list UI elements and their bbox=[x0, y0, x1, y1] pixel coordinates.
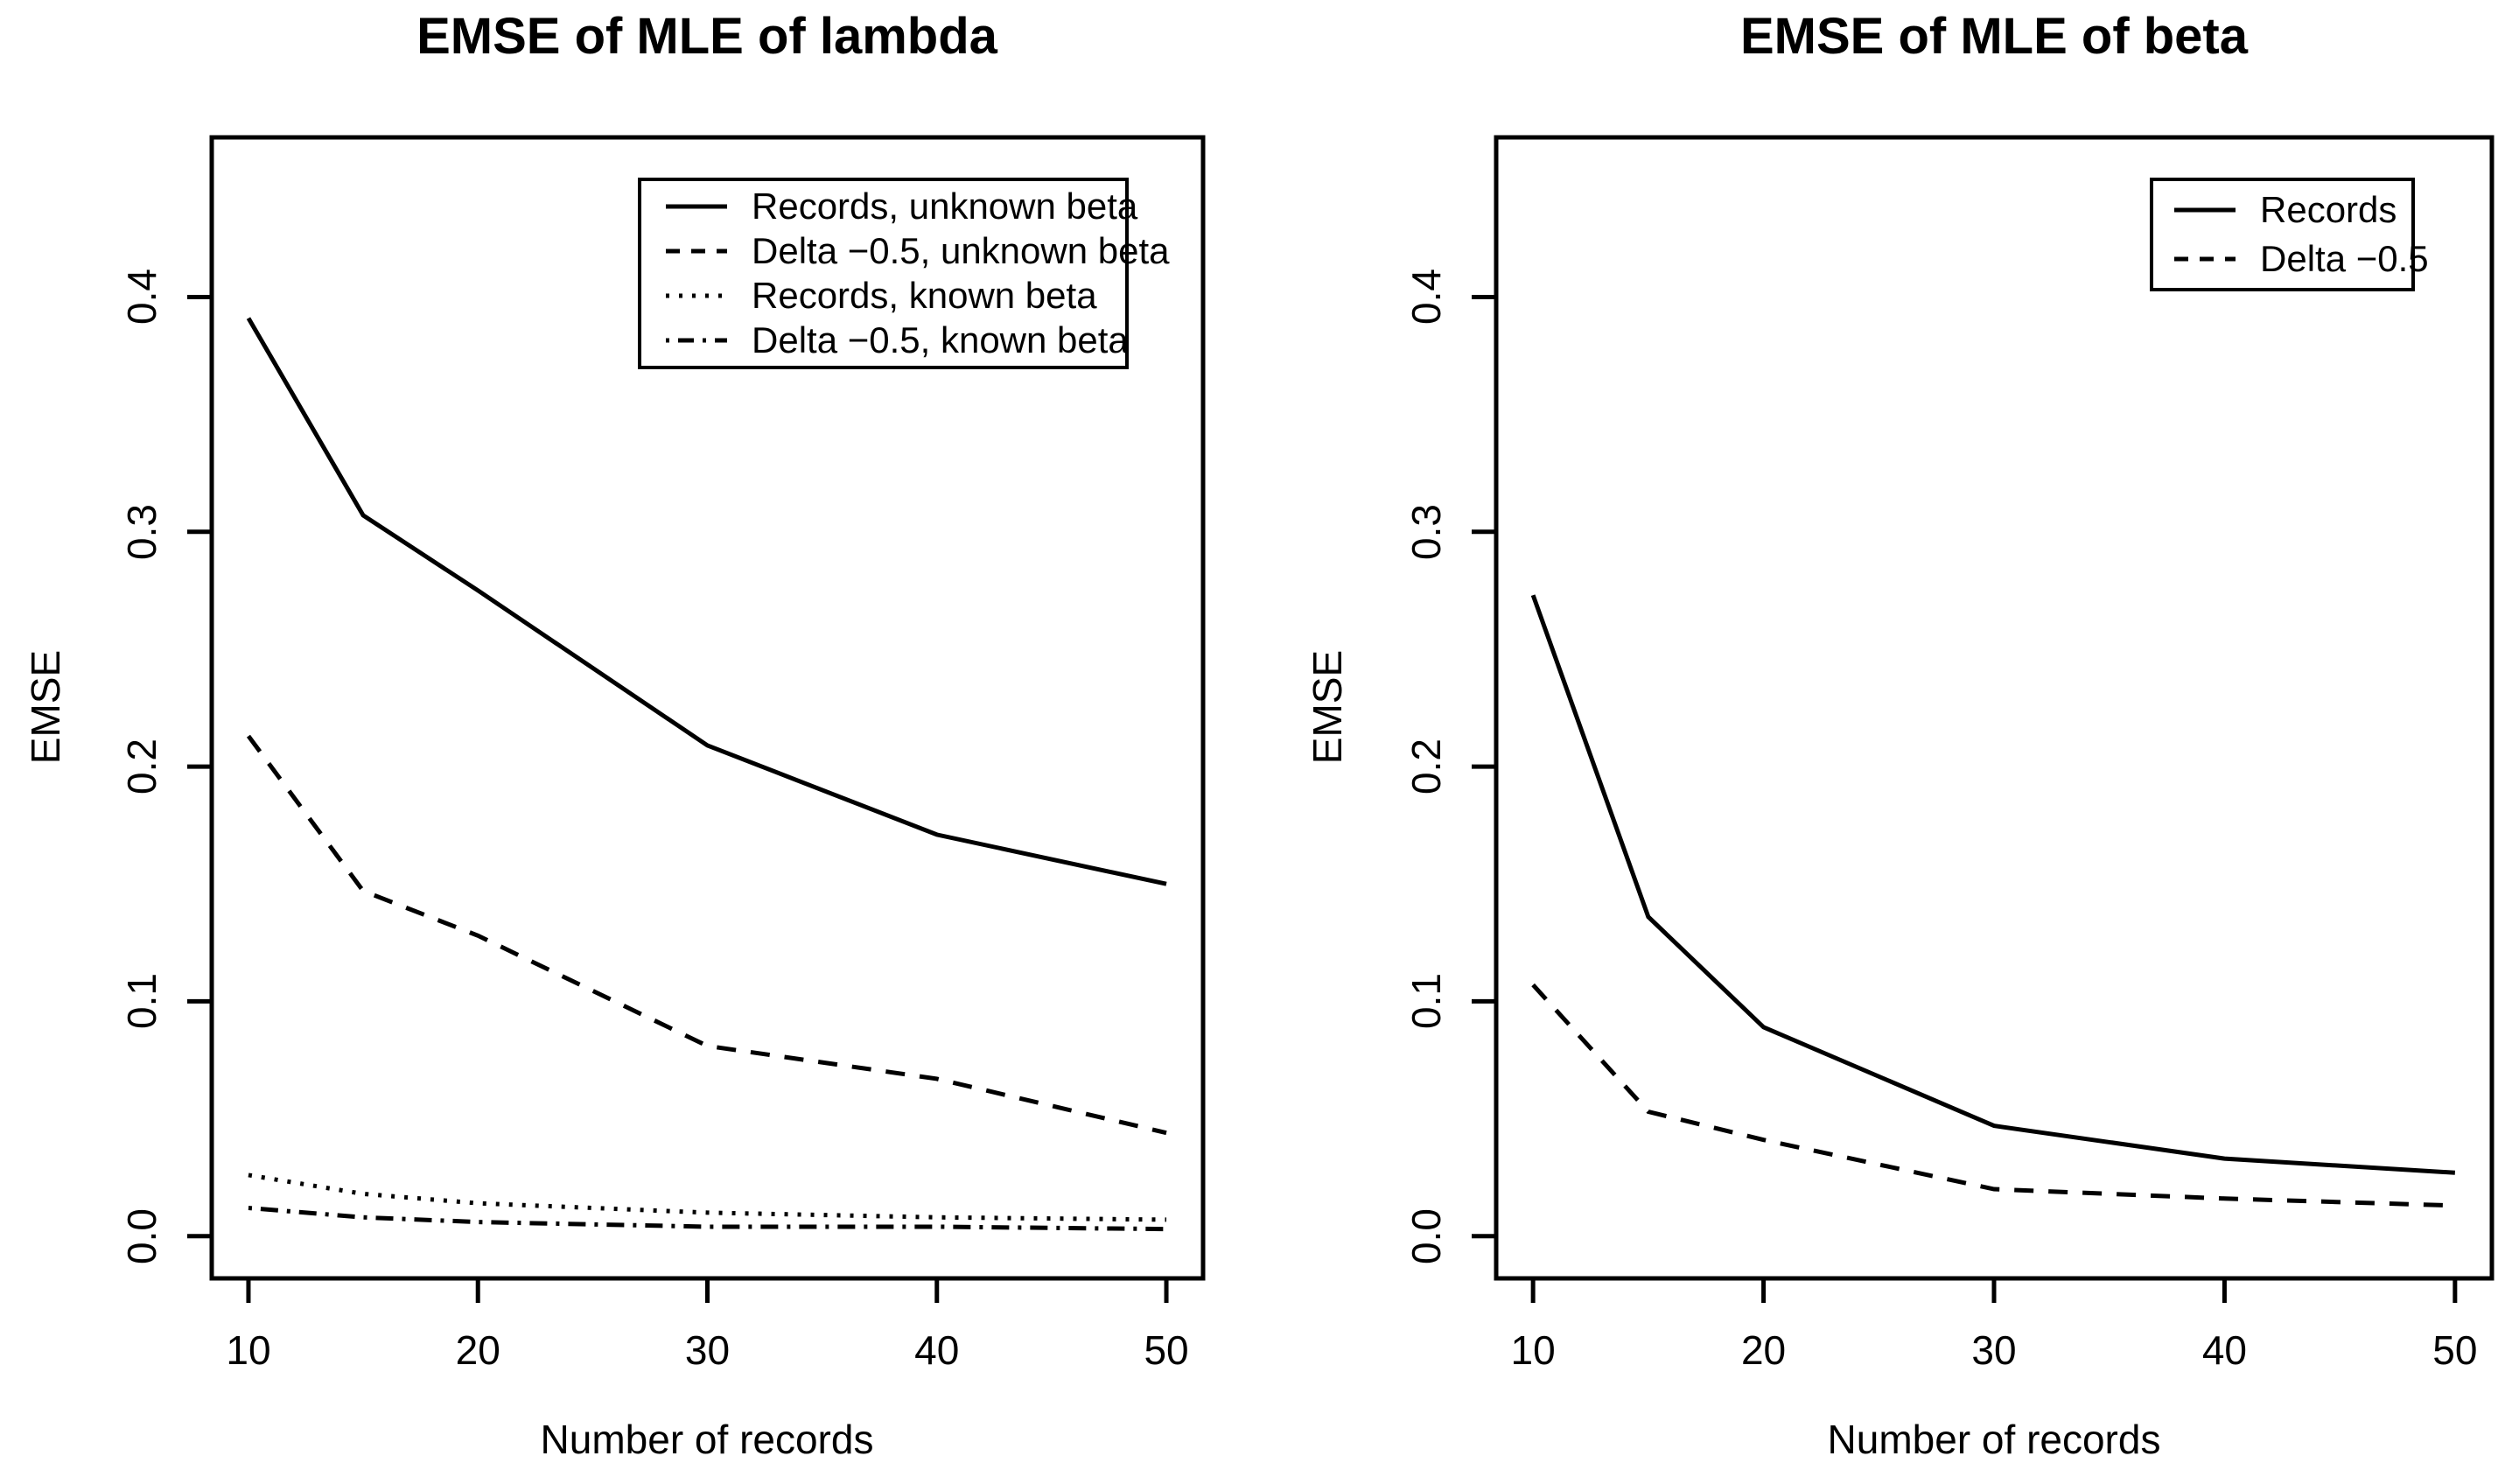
x-tick-label: 30 bbox=[1971, 1327, 2017, 1373]
x-tick-label: 20 bbox=[455, 1327, 500, 1373]
chart-title-beta: EMSE of MLE of beta bbox=[1740, 8, 2248, 65]
series-line-dashed bbox=[246, 734, 1167, 1136]
legend-label: Delta −0.5, unknown beta bbox=[752, 230, 1170, 271]
x-tick-label: 10 bbox=[1510, 1327, 1556, 1373]
legend-lambda: Records, unknown beta Delta −0.5, unknown… bbox=[638, 178, 1170, 369]
x-tick-label: 50 bbox=[2432, 1327, 2478, 1373]
legend-entry: Records, known beta bbox=[666, 275, 1125, 316]
legend-line-sample-dashed bbox=[666, 248, 727, 254]
y-tick-label: 0.2 bbox=[119, 738, 164, 795]
x-tick-label: 10 bbox=[226, 1327, 271, 1373]
series-line-solid bbox=[1530, 594, 2456, 1175]
legend-label: Delta −0.5, known beta bbox=[752, 319, 1129, 360]
legend-label: Records, unknown beta bbox=[752, 186, 1138, 227]
legend-label: Delta −0.5 bbox=[2260, 237, 2429, 279]
legend-line-sample-dotted bbox=[666, 293, 727, 298]
legend-entry: Delta −0.5 bbox=[2174, 238, 2429, 279]
x-tick-label: 40 bbox=[914, 1327, 960, 1373]
panel-lambda bbox=[187, 135, 1206, 1303]
y-tick-label: 0.4 bbox=[119, 269, 164, 326]
series-line-dashed bbox=[1531, 983, 2455, 1208]
series-line-dotted bbox=[248, 1172, 1167, 1222]
legend-entry: Records bbox=[2174, 189, 2411, 231]
x-axis-label-lambda: Number of records bbox=[540, 1417, 874, 1462]
x-tick-label: 30 bbox=[684, 1327, 731, 1373]
y-tick-label: 0.1 bbox=[1403, 973, 1449, 1030]
legend-line-sample-solid bbox=[666, 204, 727, 209]
x-tick-label: 20 bbox=[1740, 1327, 1787, 1373]
legend-entry: Delta −0.5, unknown beta bbox=[666, 230, 1170, 271]
series-line-solid bbox=[246, 317, 1167, 886]
series-line-dashdot bbox=[248, 1206, 1167, 1232]
legend-line-sample-dashdot bbox=[666, 338, 727, 343]
y-axis-label-beta: EMSE bbox=[1305, 649, 1350, 765]
y-tick-label: 0.4 bbox=[1403, 269, 1449, 326]
y-tick-label: 0.0 bbox=[119, 1208, 164, 1264]
legend-label: Records bbox=[2260, 189, 2397, 231]
y-tick-label: 0.2 bbox=[1403, 738, 1449, 795]
chart-title-lambda: EMSE of MLE of lambda bbox=[416, 8, 997, 65]
plot-border bbox=[1494, 135, 2495, 1281]
x-tick-label: 40 bbox=[2201, 1327, 2248, 1373]
legend-line-sample-solid bbox=[2174, 207, 2236, 213]
y-tick-label: 0.3 bbox=[1403, 503, 1449, 560]
y-tick-label: 0.3 bbox=[119, 503, 164, 560]
legend-beta: Records Delta −0.5 bbox=[2150, 178, 2429, 291]
panel-beta bbox=[1472, 135, 2495, 1303]
x-tick-label: 50 bbox=[1144, 1327, 1189, 1373]
x-axis-label-beta: Number of records bbox=[1827, 1417, 2161, 1462]
legend-line-sample-dashed bbox=[2174, 256, 2236, 262]
y-tick-label: 0.1 bbox=[119, 973, 164, 1030]
legend-entry: Records, unknown beta bbox=[666, 186, 1137, 227]
legend-entry: Delta −0.5, known beta bbox=[666, 319, 1129, 360]
y-tick-label: 0.0 bbox=[1403, 1208, 1449, 1264]
y-axis-label-lambda: EMSE bbox=[23, 649, 68, 765]
legend-label: Records, known beta bbox=[752, 275, 1097, 316]
